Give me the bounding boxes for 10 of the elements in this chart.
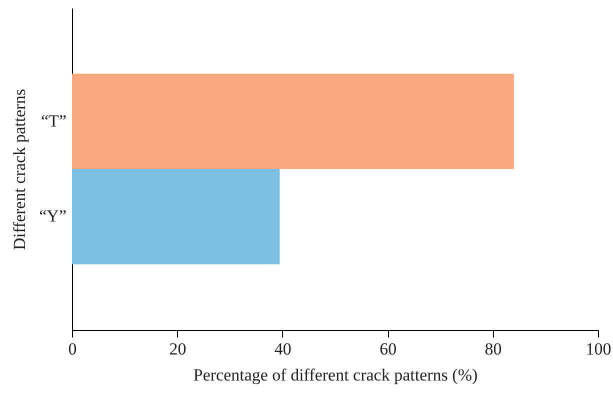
y-tick-label: “Y” [39, 206, 66, 226]
x-tick-label: 0 [68, 340, 77, 358]
x-tick-label: 80 [484, 340, 502, 358]
x-axis-title: Percentage of different crack patterns (%) [193, 366, 478, 384]
x-tick-label: 40 [274, 340, 292, 358]
x-tick-label: 60 [380, 340, 397, 358]
y-axis-title: Different crack patterns [10, 88, 30, 250]
x-tick-label: 20 [169, 340, 186, 358]
y-tick-label: “T” [41, 111, 66, 130]
x-tick-label: 100 [586, 340, 612, 358]
